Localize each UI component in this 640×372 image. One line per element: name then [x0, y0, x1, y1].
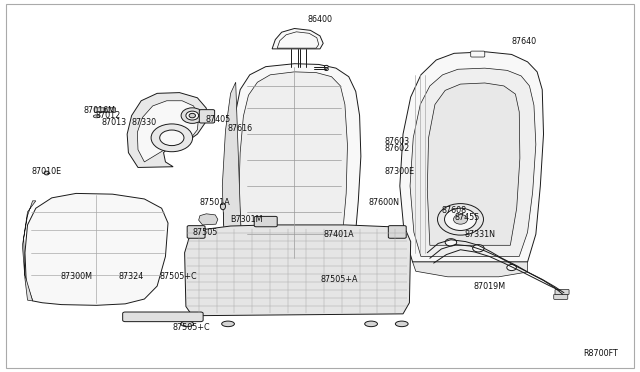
FancyBboxPatch shape — [106, 108, 116, 112]
Ellipse shape — [160, 130, 184, 145]
Ellipse shape — [454, 215, 467, 224]
Text: 87013: 87013 — [102, 118, 127, 127]
Ellipse shape — [472, 245, 484, 252]
Text: 87455: 87455 — [454, 213, 479, 222]
FancyBboxPatch shape — [388, 226, 406, 238]
FancyBboxPatch shape — [123, 312, 203, 322]
Ellipse shape — [180, 321, 193, 327]
Polygon shape — [413, 262, 527, 277]
Ellipse shape — [151, 124, 193, 152]
Text: 87505+C: 87505+C — [172, 323, 210, 332]
FancyBboxPatch shape — [470, 51, 484, 57]
Polygon shape — [184, 225, 411, 316]
Text: 87602: 87602 — [384, 144, 409, 153]
Text: 87012: 87012 — [95, 111, 120, 120]
Ellipse shape — [445, 208, 476, 231]
Text: 87330: 87330 — [132, 118, 157, 127]
Ellipse shape — [221, 321, 234, 327]
Text: 87401A: 87401A — [324, 230, 355, 239]
Text: 87501A: 87501A — [199, 198, 230, 207]
FancyBboxPatch shape — [555, 289, 569, 295]
Text: B7301M: B7301M — [230, 215, 263, 224]
Ellipse shape — [396, 321, 408, 327]
Text: 87616: 87616 — [228, 124, 253, 133]
Text: 87324: 87324 — [119, 272, 144, 281]
Ellipse shape — [507, 264, 516, 270]
FancyBboxPatch shape — [254, 217, 277, 227]
Ellipse shape — [324, 68, 328, 71]
Text: 87405: 87405 — [205, 115, 230, 124]
Text: 87505+C: 87505+C — [159, 272, 197, 281]
Polygon shape — [230, 64, 361, 262]
Ellipse shape — [44, 171, 49, 175]
Text: 87016M: 87016M — [84, 106, 116, 115]
Ellipse shape — [186, 111, 198, 120]
Text: 87300E: 87300E — [385, 167, 415, 176]
Polygon shape — [198, 214, 218, 225]
Ellipse shape — [438, 203, 483, 235]
Ellipse shape — [220, 203, 225, 210]
Text: 87505+A: 87505+A — [321, 275, 358, 284]
Text: 87600N: 87600N — [369, 198, 399, 207]
FancyBboxPatch shape — [95, 108, 105, 112]
Text: 87010E: 87010E — [31, 167, 61, 176]
Ellipse shape — [324, 65, 328, 68]
Ellipse shape — [93, 115, 100, 118]
Polygon shape — [222, 82, 242, 262]
Polygon shape — [410, 68, 536, 256]
Polygon shape — [127, 93, 206, 167]
Text: 87331N: 87331N — [464, 230, 495, 239]
Polygon shape — [400, 52, 543, 262]
Polygon shape — [25, 193, 168, 305]
FancyBboxPatch shape — [554, 294, 568, 299]
Polygon shape — [239, 72, 348, 258]
Polygon shape — [22, 201, 36, 301]
Ellipse shape — [445, 239, 457, 246]
Text: 87300M: 87300M — [60, 272, 92, 281]
Text: 87603: 87603 — [384, 137, 409, 146]
Text: 86400: 86400 — [307, 15, 333, 24]
Text: 87019M: 87019M — [473, 282, 506, 291]
FancyBboxPatch shape — [199, 110, 214, 123]
Polygon shape — [272, 29, 323, 49]
Polygon shape — [138, 101, 198, 162]
Text: R8700FT: R8700FT — [584, 349, 618, 358]
Polygon shape — [428, 83, 520, 245]
Ellipse shape — [181, 108, 204, 124]
Ellipse shape — [189, 113, 195, 118]
Ellipse shape — [365, 321, 378, 327]
FancyBboxPatch shape — [187, 226, 205, 238]
Text: 87608: 87608 — [442, 206, 467, 215]
Text: 87640: 87640 — [512, 37, 537, 46]
Text: 87505: 87505 — [193, 228, 218, 237]
